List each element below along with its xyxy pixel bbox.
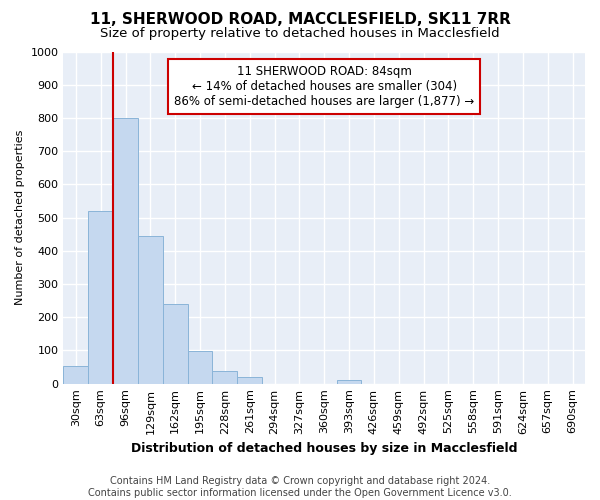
- Y-axis label: Number of detached properties: Number of detached properties: [15, 130, 25, 306]
- Bar: [212, 372, 237, 384]
- Bar: [138, 236, 163, 384]
- Bar: [113, 118, 138, 384]
- Bar: [64, 366, 88, 384]
- Text: 11, SHERWOOD ROAD, MACCLESFIELD, SK11 7RR: 11, SHERWOOD ROAD, MACCLESFIELD, SK11 7R…: [89, 12, 511, 28]
- Text: Size of property relative to detached houses in Macclesfield: Size of property relative to detached ho…: [100, 28, 500, 40]
- Bar: [337, 380, 361, 384]
- Bar: [88, 211, 113, 384]
- Bar: [188, 351, 212, 384]
- Bar: [163, 304, 188, 384]
- X-axis label: Distribution of detached houses by size in Macclesfield: Distribution of detached houses by size …: [131, 442, 517, 455]
- Text: Contains HM Land Registry data © Crown copyright and database right 2024.
Contai: Contains HM Land Registry data © Crown c…: [88, 476, 512, 498]
- Text: 11 SHERWOOD ROAD: 84sqm
← 14% of detached houses are smaller (304)
86% of semi-d: 11 SHERWOOD ROAD: 84sqm ← 14% of detache…: [174, 65, 475, 108]
- Bar: [237, 377, 262, 384]
